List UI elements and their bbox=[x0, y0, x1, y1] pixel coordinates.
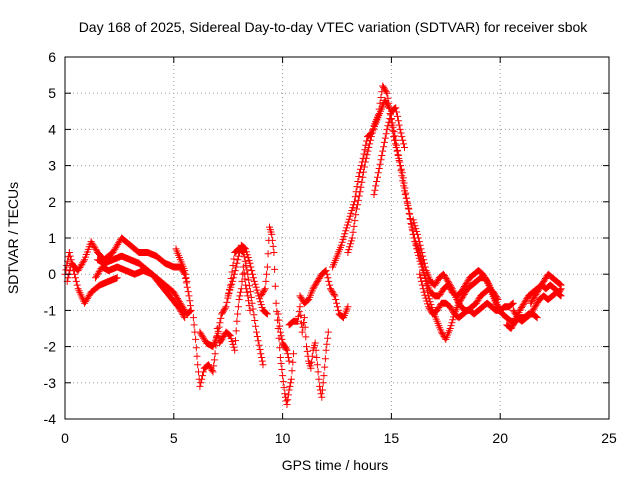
x-tick-label: 10 bbox=[275, 430, 291, 446]
data-series bbox=[61, 82, 565, 408]
data-point-markers bbox=[274, 310, 293, 365]
x-tick-label: 0 bbox=[61, 430, 69, 446]
y-tick-label: -3 bbox=[44, 375, 57, 391]
series-track bbox=[344, 82, 504, 314]
series-track bbox=[370, 104, 408, 199]
data-point-markers bbox=[344, 82, 504, 314]
y-tick-label: 6 bbox=[48, 49, 56, 65]
series-track bbox=[172, 245, 191, 285]
y-tick-label: 2 bbox=[48, 194, 56, 210]
x-tick-label: 25 bbox=[601, 430, 617, 446]
y-tick-label: -1 bbox=[44, 302, 57, 318]
x-axis-label: GPS time / hours bbox=[282, 457, 389, 473]
y-tick-label: -4 bbox=[44, 411, 57, 427]
series-track bbox=[416, 270, 502, 322]
data-point-markers bbox=[527, 270, 565, 307]
x-tick-label: 5 bbox=[170, 430, 178, 446]
data-point-markers bbox=[416, 270, 502, 322]
chart-title: Day 168 of 2025, Sidereal Day-to-day VTE… bbox=[79, 19, 589, 35]
series-track bbox=[257, 223, 297, 408]
y-tick-label: 5 bbox=[48, 85, 56, 101]
series-track bbox=[285, 303, 332, 401]
data-point-markers bbox=[370, 104, 408, 199]
series-track bbox=[92, 263, 189, 322]
y-tick-label: 1 bbox=[48, 230, 56, 246]
data-point-markers bbox=[172, 245, 191, 285]
series-track bbox=[509, 288, 565, 325]
x-tick-label: 15 bbox=[384, 430, 400, 446]
axis-ticks: -4 -3 -2 -1 0 1 2 3 4 5 6 0 5 10 15 20 25 bbox=[44, 49, 617, 446]
data-point-markers bbox=[92, 263, 189, 322]
series-track bbox=[274, 310, 293, 365]
y-axis-label: SDTVAR / TECUs bbox=[5, 182, 21, 294]
data-point-markers bbox=[285, 303, 332, 401]
y-tick-label: 0 bbox=[48, 266, 56, 282]
data-point-markers bbox=[296, 267, 352, 322]
series-track bbox=[296, 267, 352, 322]
y-tick-label: -2 bbox=[44, 339, 57, 355]
x-tick-label: 20 bbox=[492, 430, 508, 446]
y-tick-label: 4 bbox=[48, 121, 56, 137]
data-point-markers bbox=[509, 288, 565, 325]
series-track bbox=[527, 270, 565, 307]
y-tick-label: 3 bbox=[48, 158, 56, 174]
data-point-markers bbox=[257, 223, 297, 408]
